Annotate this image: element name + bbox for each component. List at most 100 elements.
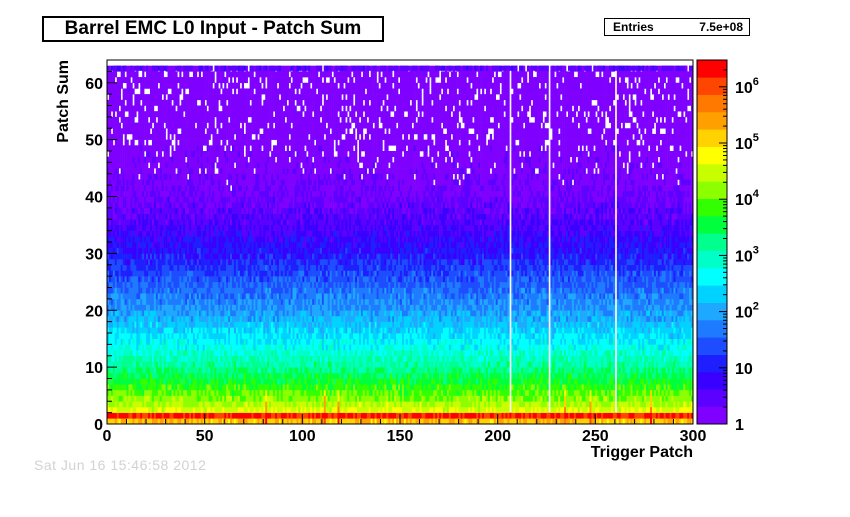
heatmap-cell: [130, 111, 133, 118]
heatmap-cell: [224, 338, 227, 345]
heatmap-cell: [230, 327, 233, 334]
heatmap-cell: [110, 202, 114, 209]
heatmap-cell: [212, 145, 215, 152]
heatmap-cell: [118, 333, 121, 339]
heatmap-cell: [259, 105, 262, 112]
heatmap-cell: [204, 412, 207, 419]
heatmap-cell: [251, 304, 254, 311]
heatmap-cell: [132, 242, 135, 248]
heatmap-cell: [208, 156, 211, 163]
heatmap-cell: [132, 264, 135, 271]
heatmap-cell: [151, 270, 155, 277]
heatmap-cell: [239, 230, 243, 237]
heatmap-cell: [235, 82, 239, 89]
heatmap-cell: [134, 230, 137, 237]
heatmap-cell: [196, 196, 200, 203]
heatmap-cell: [175, 128, 178, 135]
heatmap-cell: [233, 298, 237, 305]
heatmap-cell: [220, 333, 223, 339]
heatmap-cell: [265, 418, 268, 425]
heatmap-cell: [241, 168, 245, 175]
heatmap-cell: [243, 395, 246, 402]
heatmap-cell: [149, 378, 153, 385]
heatmap-cell: [192, 298, 196, 305]
heatmap-cell: [192, 156, 196, 163]
heatmap-cell: [177, 99, 180, 106]
heatmap-cell: [196, 259, 200, 266]
heatmap-cell: [128, 196, 131, 203]
heatmap-cell: [210, 401, 213, 408]
heatmap-cell: [239, 105, 243, 112]
heatmap-cell: [249, 270, 252, 277]
heatmap-cell: [163, 293, 166, 300]
heatmap-cell: [255, 162, 258, 169]
heatmap-cell: [212, 310, 215, 317]
heatmap-cell: [218, 71, 221, 78]
heatmap-cell: [159, 185, 162, 192]
heatmap-cell: [122, 315, 125, 322]
heatmap-cell: [253, 139, 256, 146]
heatmap-cell: [194, 202, 198, 209]
heatmap-cell: [261, 88, 264, 95]
heatmap-cell: [237, 213, 241, 220]
heatmap-cell: [151, 111, 155, 118]
heatmap-cell: [206, 88, 209, 95]
heatmap-cell: [202, 156, 205, 163]
heatmap-cell: [247, 378, 250, 385]
heatmap-cell: [130, 224, 133, 231]
heatmap-cell: [263, 190, 266, 197]
heatmap-cell: [144, 304, 147, 311]
heatmap-cell: [116, 65, 120, 71]
heatmap-cell: [161, 190, 164, 197]
heatmap-cell: [136, 94, 139, 101]
heatmap-cell: [146, 293, 149, 300]
heatmap-cell: [177, 151, 180, 157]
heatmap-cell: [194, 77, 198, 84]
heatmap-cell: [198, 77, 202, 84]
heatmap-cell: [169, 139, 172, 146]
heatmap-cell: [251, 355, 254, 362]
heatmap-cell: [157, 315, 161, 322]
heatmap-cell: [126, 378, 129, 385]
heatmap-cell: [190, 378, 194, 385]
heatmap-cell: [163, 418, 166, 425]
heatmap-cell: [210, 65, 213, 71]
heatmap-cell: [157, 264, 161, 271]
heatmap-cell: [235, 327, 239, 334]
heatmap-cell: [116, 179, 120, 186]
heatmap-cell: [255, 281, 258, 288]
heatmap-cell: [194, 133, 198, 140]
heatmap-cell: [149, 372, 153, 379]
heatmap-cell: [245, 338, 248, 345]
heatmap-cell: [114, 315, 118, 322]
heatmap-cell: [161, 264, 164, 271]
heatmap-cell: [198, 264, 202, 271]
heatmap-cell: [243, 77, 246, 84]
heatmap-cell: [247, 344, 250, 351]
heatmap-cell: [192, 105, 196, 112]
heatmap-cell: [175, 406, 178, 413]
heatmap-cell: [112, 276, 116, 283]
heatmap-cell: [251, 310, 254, 317]
heatmap-cell: [220, 327, 223, 334]
heatmap-cell: [198, 173, 202, 180]
heatmap-cell: [218, 315, 221, 322]
heatmap-cell: [187, 310, 190, 317]
heatmap-cell: [173, 298, 176, 305]
heatmap-cell: [175, 281, 178, 288]
heatmap-cell: [208, 395, 211, 402]
heatmap-cell: [134, 111, 137, 118]
heatmap-cell: [235, 71, 239, 78]
heatmap-cell: [216, 304, 219, 311]
heatmap-cell: [228, 190, 231, 197]
heatmap-cell: [261, 367, 264, 374]
heatmap-cell: [232, 99, 235, 106]
heatmap-cell: [237, 338, 241, 345]
heatmap-cell: [138, 298, 141, 305]
heatmap-cell: [226, 230, 229, 237]
heatmap-cell: [261, 105, 264, 112]
heatmap-cell: [175, 338, 178, 345]
heatmap-cell: [190, 168, 194, 175]
heatmap-cell: [192, 82, 196, 89]
heatmap-cell: [196, 202, 200, 209]
